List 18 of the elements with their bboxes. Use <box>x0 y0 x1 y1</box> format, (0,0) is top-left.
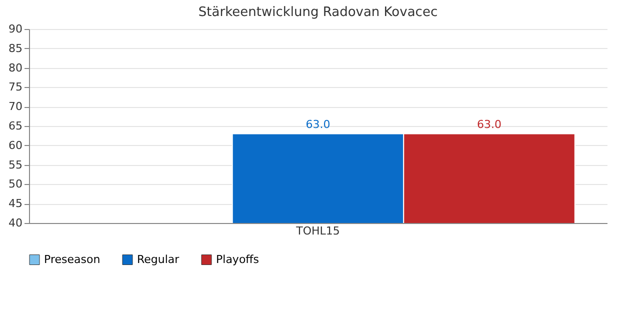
chart-title: Stärkeentwicklung Radovan Kovacec <box>198 5 438 20</box>
legend-label: Regular <box>137 252 180 266</box>
y-tick-label: 75 <box>8 80 22 94</box>
y-tick-label: 70 <box>8 100 22 114</box>
y-tick-label: 65 <box>8 120 22 132</box>
y-tick-label: 85 <box>8 42 22 55</box>
y-tick-label: 55 <box>8 158 22 172</box>
legend-label: Playoffs <box>216 252 260 266</box>
y-tick-label: 80 <box>8 61 22 74</box>
data-label: 63.0 <box>306 118 330 131</box>
y-tick-label: 45 <box>8 197 22 210</box>
y-tick-label: 50 <box>8 178 22 191</box>
y-tick-label: 40 <box>8 216 22 230</box>
legend-label: Preseason <box>44 252 100 266</box>
data-label: 63.0 <box>477 118 502 131</box>
y-tick-label: 90 <box>8 22 22 36</box>
y-tick-label: 60 <box>8 138 22 152</box>
x-tick-label: TOHL15 <box>295 224 340 238</box>
